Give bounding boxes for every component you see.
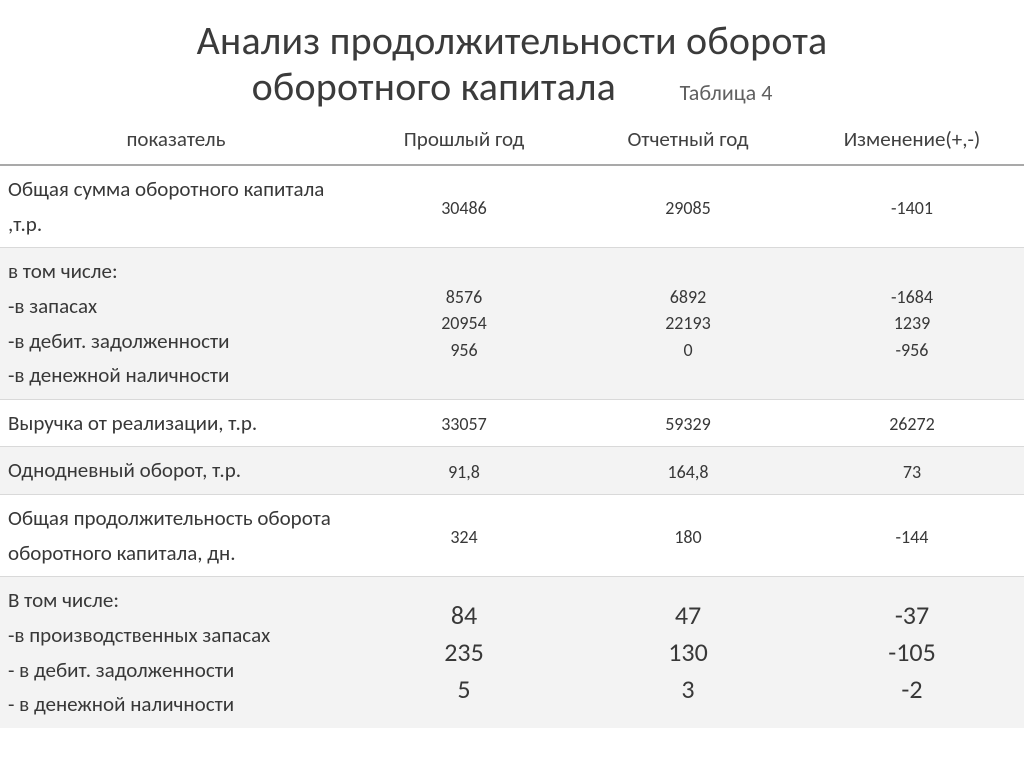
row-label: Общая продолжительность оборота оборотно… [0,495,352,577]
col-header-delta: Изменение(+,-) [800,116,1024,165]
table-caption: Таблица 4 [680,79,773,106]
cell-prev: 324 [352,495,576,577]
col-header-indicator: показатель [0,116,352,165]
cell-delta: 73 [800,447,1024,495]
title-block: Анализ продолжительности оборота оборотн… [0,0,1024,116]
cell-curr: 164,8 [576,447,800,495]
col-header-prev-year: Прошлый год [352,116,576,165]
row-label: Выручка от реализации, т.р. [0,399,352,447]
table-row: Общая продолжительность оборота оборотно… [0,495,1024,577]
cell-prev: 30486 [352,165,576,248]
cell-prev: 857620954956 [352,248,576,400]
cell-delta: -144 [800,495,1024,577]
title-line-2: оборотного капитала [252,62,616,111]
table-header-row: показатель Прошлый год Отчетный год Изме… [0,116,1024,165]
col-header-curr-year: Отчетный год [576,116,800,165]
cell-prev: 842355 [352,577,576,728]
table-row: Общая сумма оборотного капитала ,т.р. 30… [0,165,1024,248]
cell-delta: -16841239-956 [800,248,1024,400]
row-label: В том числе: -в производственных запасах… [0,577,352,728]
cell-prev: 91,8 [352,447,576,495]
cell-curr: 6892221930 [576,248,800,400]
cell-curr: 180 [576,495,800,577]
table-row: Однодневный оборот, т.р. 91,8 164,8 73 [0,447,1024,495]
cell-curr: 471303 [576,577,800,728]
data-table: показатель Прошлый год Отчетный год Изме… [0,116,1024,728]
row-label: Общая сумма оборотного капитала ,т.р. [0,165,352,248]
cell-curr: 59329 [576,399,800,447]
table-row: Выручка от реализации, т.р. 33057 59329 … [0,399,1024,447]
cell-delta: -37-105-2 [800,577,1024,728]
table-row: В том числе: -в производственных запасах… [0,577,1024,728]
cell-prev: 33057 [352,399,576,447]
cell-delta: 26272 [800,399,1024,447]
title-row-2: оборотного капитала Таблица 4 [40,64,984,110]
table-row: в том числе: -в запасах -в дебит. задолж… [0,248,1024,400]
cell-curr: 29085 [576,165,800,248]
slide-container: Анализ продолжительности оборота оборотн… [0,0,1024,767]
cell-delta: -1401 [800,165,1024,248]
row-label: Однодневный оборот, т.р. [0,447,352,495]
row-label: в том числе: -в запасах -в дебит. задолж… [0,248,352,400]
title-line-1: Анализ продолжительности оборота [40,18,984,64]
